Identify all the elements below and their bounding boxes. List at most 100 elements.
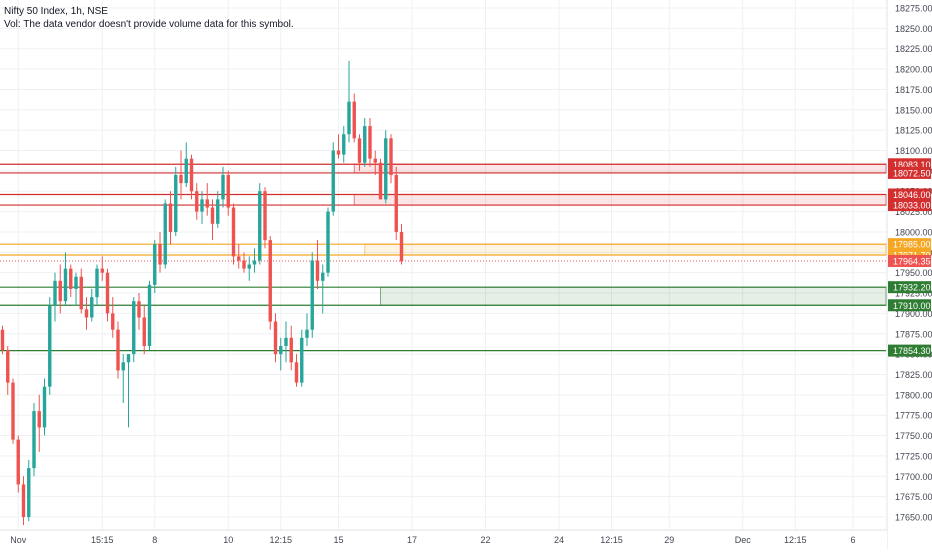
y-tick-label: 17650.00 — [895, 513, 932, 523]
candle-body — [300, 337, 304, 383]
candle-body — [221, 174, 225, 200]
x-tick-label: Nov — [10, 535, 27, 545]
candle-body — [100, 268, 104, 273]
x-tick-label: 17 — [407, 535, 417, 545]
x-tick-label: 12:15 — [600, 535, 623, 545]
candle-body — [158, 244, 162, 265]
x-tick-label: 15:15 — [91, 535, 114, 545]
y-tick-label: 18175.00 — [895, 85, 932, 95]
x-tick-label: 15 — [333, 535, 343, 545]
candle-body — [363, 126, 367, 163]
time-axis — [0, 530, 887, 550]
candle-body — [184, 158, 188, 184]
candle-body — [310, 260, 314, 330]
candle-body — [74, 276, 78, 289]
candle-body — [336, 150, 341, 155]
support-2-badge — [888, 299, 931, 312]
candle-body — [394, 174, 398, 232]
candle-body — [27, 468, 31, 517]
candle-body — [321, 272, 325, 281]
price-axis — [887, 0, 932, 550]
resistance-2-badge — [888, 166, 931, 179]
y-tick-label: 18150.00 — [895, 105, 932, 115]
y-tick-label: 18025.00 — [895, 207, 932, 217]
candle-body — [142, 317, 146, 346]
pivot-1-badge — [888, 238, 931, 251]
candle-body — [200, 199, 204, 212]
candle-body — [6, 350, 10, 383]
candle-body — [132, 301, 136, 355]
candle-body — [357, 138, 362, 163]
y-tick-label: 17700.00 — [895, 472, 932, 482]
candle-body — [326, 211, 330, 273]
y-tick-label: 18275.00 — [895, 4, 932, 14]
resistance-zone-lower — [353, 193, 887, 206]
x-tick-label: 8 — [152, 535, 157, 545]
candle-body — [179, 174, 183, 184]
current-price-badge — [888, 254, 931, 267]
candle-body — [121, 362, 125, 371]
candle-body — [195, 191, 199, 212]
candle-body — [105, 272, 110, 314]
y-tick-label: 18125.00 — [895, 126, 932, 136]
x-tick-label: 22 — [480, 535, 490, 545]
candle-body — [315, 260, 320, 281]
candle-body — [342, 134, 346, 155]
candle-body — [268, 240, 272, 322]
candle-body — [368, 126, 372, 159]
support-3-badge — [888, 344, 931, 357]
candle-body — [69, 268, 73, 289]
resistance-3-badge — [888, 188, 931, 201]
candle-body — [21, 484, 26, 517]
y-tick-label: 18225.00 — [895, 44, 932, 54]
candle-body — [210, 207, 215, 224]
y-tick-label: 17825.00 — [895, 370, 932, 380]
candle-body — [389, 138, 393, 175]
resistance-zone-upper — [353, 163, 887, 174]
candle-body — [90, 297, 94, 318]
candle-body — [126, 354, 131, 363]
candle-body — [189, 158, 194, 192]
candle-body — [284, 337, 288, 346]
y-tick-label: 17725.00 — [895, 451, 932, 461]
support-3-label: 17854.30 — [893, 346, 931, 356]
candle-body — [205, 199, 209, 208]
candle-body — [226, 174, 230, 208]
candle-body — [399, 231, 404, 262]
candle-body — [378, 162, 383, 200]
pivot-zone — [364, 243, 887, 256]
y-tick-label: 18200.00 — [895, 65, 932, 75]
candle-body — [95, 268, 99, 298]
y-tick-label: 17675.00 — [895, 492, 932, 502]
support-1-badge — [888, 281, 931, 294]
candle-body — [252, 260, 257, 265]
candle-body — [289, 337, 293, 363]
x-tick-label: 12:15 — [784, 535, 807, 545]
candle-body — [48, 305, 52, 387]
candle-body — [111, 313, 115, 330]
candle-body — [58, 280, 62, 302]
candle-body — [352, 101, 356, 139]
x-tick-label: 29 — [664, 535, 674, 545]
x-tick-label: 24 — [554, 535, 564, 545]
candle-body — [279, 345, 283, 355]
candle-body — [273, 321, 278, 355]
candle-body — [0, 329, 5, 351]
y-tick-label: 17950.00 — [895, 268, 932, 278]
candle-body — [294, 362, 299, 383]
y-tick-label: 17800.00 — [895, 390, 932, 400]
candle-body — [216, 199, 220, 224]
candle-body — [53, 280, 57, 306]
candle-body — [347, 101, 351, 135]
candle-body — [258, 191, 262, 261]
volume-note: Vol: The data vendor doesn't provide vol… — [4, 19, 294, 30]
current-price-label: 17964.35 — [893, 256, 931, 266]
candle-body — [237, 256, 241, 261]
resistance-2-label: 18072.50 — [893, 168, 931, 178]
candle-body — [63, 268, 68, 302]
candle-body — [331, 150, 335, 212]
y-tick-label: 18100.00 — [895, 146, 932, 156]
candle-body — [147, 284, 152, 346]
